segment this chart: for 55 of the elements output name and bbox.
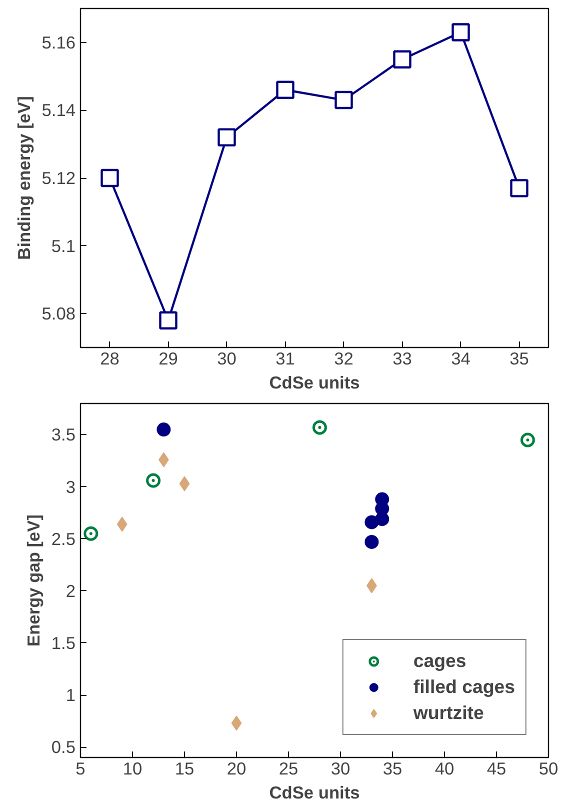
y-tick-label: 5.14 bbox=[42, 100, 76, 120]
y-axis-title: Binding energy [eV] bbox=[14, 96, 34, 260]
y-axis-title: Energy gap [eV] bbox=[23, 514, 44, 646]
y-tick-label: 2.5 bbox=[51, 528, 76, 549]
y-tick-label: 5.16 bbox=[42, 32, 76, 52]
legend-label: cages bbox=[413, 650, 466, 672]
x-tick-label: 35 bbox=[510, 348, 529, 368]
x-tick-label: 29 bbox=[158, 348, 178, 368]
x-tick-label: 30 bbox=[217, 348, 236, 368]
x-tick-label: 32 bbox=[334, 348, 354, 368]
x-tick-label: 30 bbox=[330, 758, 350, 778]
x-tick-label: 33 bbox=[392, 348, 412, 368]
x-tick-label: 20 bbox=[226, 758, 246, 778]
point bbox=[179, 476, 190, 492]
point bbox=[116, 516, 128, 532]
legend-label: filled cages bbox=[413, 676, 515, 698]
x-tick-label: 45 bbox=[486, 758, 506, 778]
y-tick-label: 3.5 bbox=[51, 424, 76, 445]
point bbox=[312, 420, 327, 435]
y-tick-label: 5.1 bbox=[51, 236, 76, 256]
legend-label: wurtzite bbox=[413, 702, 484, 724]
point bbox=[159, 311, 178, 330]
y-tick-label: 3 bbox=[66, 476, 76, 497]
x-tick-label: 31 bbox=[276, 348, 295, 368]
y-tick-label: 1.5 bbox=[51, 632, 76, 653]
y-tick-label: 5.12 bbox=[42, 168, 76, 188]
point bbox=[146, 473, 161, 488]
y-tick-label: 5.08 bbox=[42, 304, 76, 324]
x-tick-label: 10 bbox=[122, 758, 142, 778]
x-tick-label: 28 bbox=[100, 348, 120, 368]
y-tick-label: 2 bbox=[66, 580, 76, 601]
x-tick-label: 35 bbox=[382, 758, 402, 778]
point bbox=[156, 422, 171, 437]
y-tick-label: 1 bbox=[66, 685, 76, 706]
point bbox=[100, 168, 119, 188]
point bbox=[510, 179, 528, 198]
x-axis-title: CdSe units bbox=[269, 372, 360, 392]
x-tick-label: 34 bbox=[451, 348, 471, 368]
point bbox=[334, 90, 353, 110]
x-axis-title: CdSe units bbox=[269, 782, 360, 802]
x-tick-label: 50 bbox=[538, 758, 558, 778]
point bbox=[393, 50, 412, 68]
point bbox=[231, 716, 242, 731]
y-tick-label: 0.5 bbox=[51, 737, 76, 758]
point bbox=[520, 432, 535, 448]
point bbox=[375, 512, 390, 526]
point bbox=[452, 23, 470, 42]
point bbox=[218, 128, 236, 146]
x-tick-label: 15 bbox=[174, 758, 194, 778]
x-tick-label: 40 bbox=[434, 758, 454, 778]
x-tick-label: 25 bbox=[278, 758, 298, 778]
point bbox=[364, 534, 379, 549]
point bbox=[84, 526, 98, 541]
point bbox=[276, 80, 294, 99]
x-tick-label: 5 bbox=[76, 758, 86, 778]
